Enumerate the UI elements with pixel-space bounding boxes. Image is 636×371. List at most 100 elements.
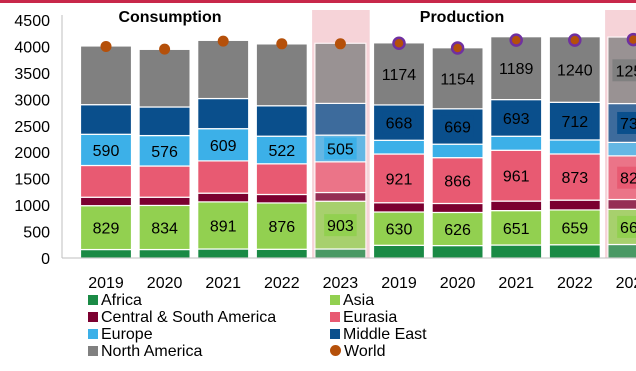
y-tick-label: 3000 — [14, 92, 50, 109]
world-marker — [509, 33, 523, 47]
bar-segment-africa — [431, 244, 484, 259]
bar-segment-middle-east — [255, 105, 308, 137]
legend-swatch — [330, 329, 340, 339]
bar-segment-africa — [548, 244, 601, 259]
world-marker — [568, 33, 582, 47]
bar-segment-eurasia — [138, 165, 191, 198]
bar-segment-north-america — [197, 39, 250, 100]
bar-segment-central-south-america — [372, 202, 426, 213]
data-label: 1240 — [557, 63, 593, 80]
world-marker — [217, 35, 229, 47]
bar-segment-central-south-america — [255, 193, 308, 204]
legend-swatch — [330, 295, 340, 305]
data-label-bg — [617, 111, 636, 134]
data-label: 693 — [503, 111, 530, 128]
data-label: 873 — [561, 170, 588, 187]
data-label: 829 — [93, 221, 120, 238]
data-label: 522 — [268, 143, 295, 160]
bar-segment-europe — [607, 141, 636, 157]
legend-swatch — [88, 329, 98, 339]
legend-item-middle-east: Middle East — [330, 326, 427, 344]
data-label: 903 — [327, 218, 354, 235]
world-marker — [626, 32, 636, 47]
data-label-bg — [265, 139, 299, 162]
x-tick-label: 2021 — [498, 275, 534, 292]
data-label-bg — [378, 62, 420, 85]
data-label: 609 — [210, 138, 237, 155]
x-tick-label: 2020 — [147, 275, 183, 292]
data-label: 712 — [561, 114, 588, 131]
bar-segment-europe — [548, 139, 601, 155]
bar-segment-africa — [607, 243, 636, 259]
bar-segment-central-south-america — [431, 202, 484, 214]
legend-item-world: World — [330, 343, 386, 361]
data-label-bg — [441, 218, 474, 241]
x-tick-label: 2020 — [440, 275, 476, 292]
legend-label: North America — [101, 343, 203, 360]
y-tick-label: 4500 — [14, 13, 50, 30]
bar-segment-north-america — [138, 48, 191, 108]
bar-segment-eurasia — [372, 153, 426, 204]
world-marker — [159, 43, 171, 55]
bar-segment-africa — [490, 244, 543, 259]
data-label-bg — [495, 57, 538, 80]
bar-segment-middle-east — [314, 102, 367, 136]
bar-segment-africa — [255, 248, 308, 259]
group-title-production: Production — [420, 9, 504, 26]
legend-swatch — [88, 346, 98, 356]
data-label-bg — [382, 167, 416, 190]
legend-label: World — [344, 343, 386, 360]
bar-segment-europe — [372, 139, 426, 155]
legend-swatch — [88, 312, 98, 322]
y-tick-label: 4000 — [14, 39, 50, 56]
bar-segment-central-south-america — [490, 200, 543, 212]
data-label-bg — [441, 169, 474, 192]
y-tick-label: 2000 — [14, 145, 50, 162]
legend-item-central-south-america: Central & South America — [88, 309, 276, 327]
data-label-bg — [441, 115, 474, 138]
world-marker — [392, 36, 406, 51]
world-marker — [100, 40, 112, 52]
world-marker — [276, 38, 288, 50]
y-tick-label: 1000 — [14, 198, 50, 215]
legend-item-europe: Europe — [88, 326, 153, 344]
y-tick-label: 2500 — [14, 119, 50, 136]
bar-segment-africa — [372, 244, 426, 259]
bar-segment-europe — [431, 143, 484, 159]
x-tick-label: 2019 — [88, 275, 124, 292]
legend-label: Europe — [101, 326, 153, 343]
bar-segment-asia — [431, 211, 484, 247]
bar-segment-africa — [138, 248, 191, 259]
x-tick-label: 2021 — [205, 275, 241, 292]
bar-segment-central-south-america — [138, 196, 191, 207]
data-label: 590 — [93, 143, 120, 160]
data-label: 505 — [327, 141, 354, 158]
legend-label: Central & South America — [101, 309, 277, 326]
top-accent-bar — [0, 0, 636, 3]
bar-segment-middle-east — [79, 104, 133, 135]
data-label-bg — [206, 133, 240, 156]
data-label: 1174 — [382, 67, 417, 84]
data-label: 651 — [503, 221, 530, 238]
data-label-bg — [89, 216, 123, 239]
legend-label: Asia — [343, 292, 375, 309]
bar-segment-central-south-america — [607, 198, 636, 210]
group-title-consumption: Consumption — [118, 9, 221, 26]
legend-label: Africa — [101, 292, 142, 309]
x-tick-label: 2019 — [381, 275, 417, 292]
data-label: 659 — [561, 220, 588, 237]
data-label: 668 — [386, 116, 413, 133]
legend-item-eurasia: Eurasia — [330, 309, 397, 327]
data-label-bg — [612, 59, 636, 82]
x-tick-label: 2022 — [557, 275, 593, 292]
data-label-bg — [558, 216, 592, 239]
bar-segment-middle-east — [138, 106, 191, 137]
data-label-bg — [148, 216, 181, 239]
bar-segment-central-south-america — [548, 199, 601, 211]
bar-segment-eurasia — [79, 164, 133, 198]
data-label-bg — [553, 58, 596, 81]
data-label: 825 — [620, 171, 636, 188]
data-label-bg — [558, 166, 592, 189]
data-label-bg — [499, 216, 533, 239]
